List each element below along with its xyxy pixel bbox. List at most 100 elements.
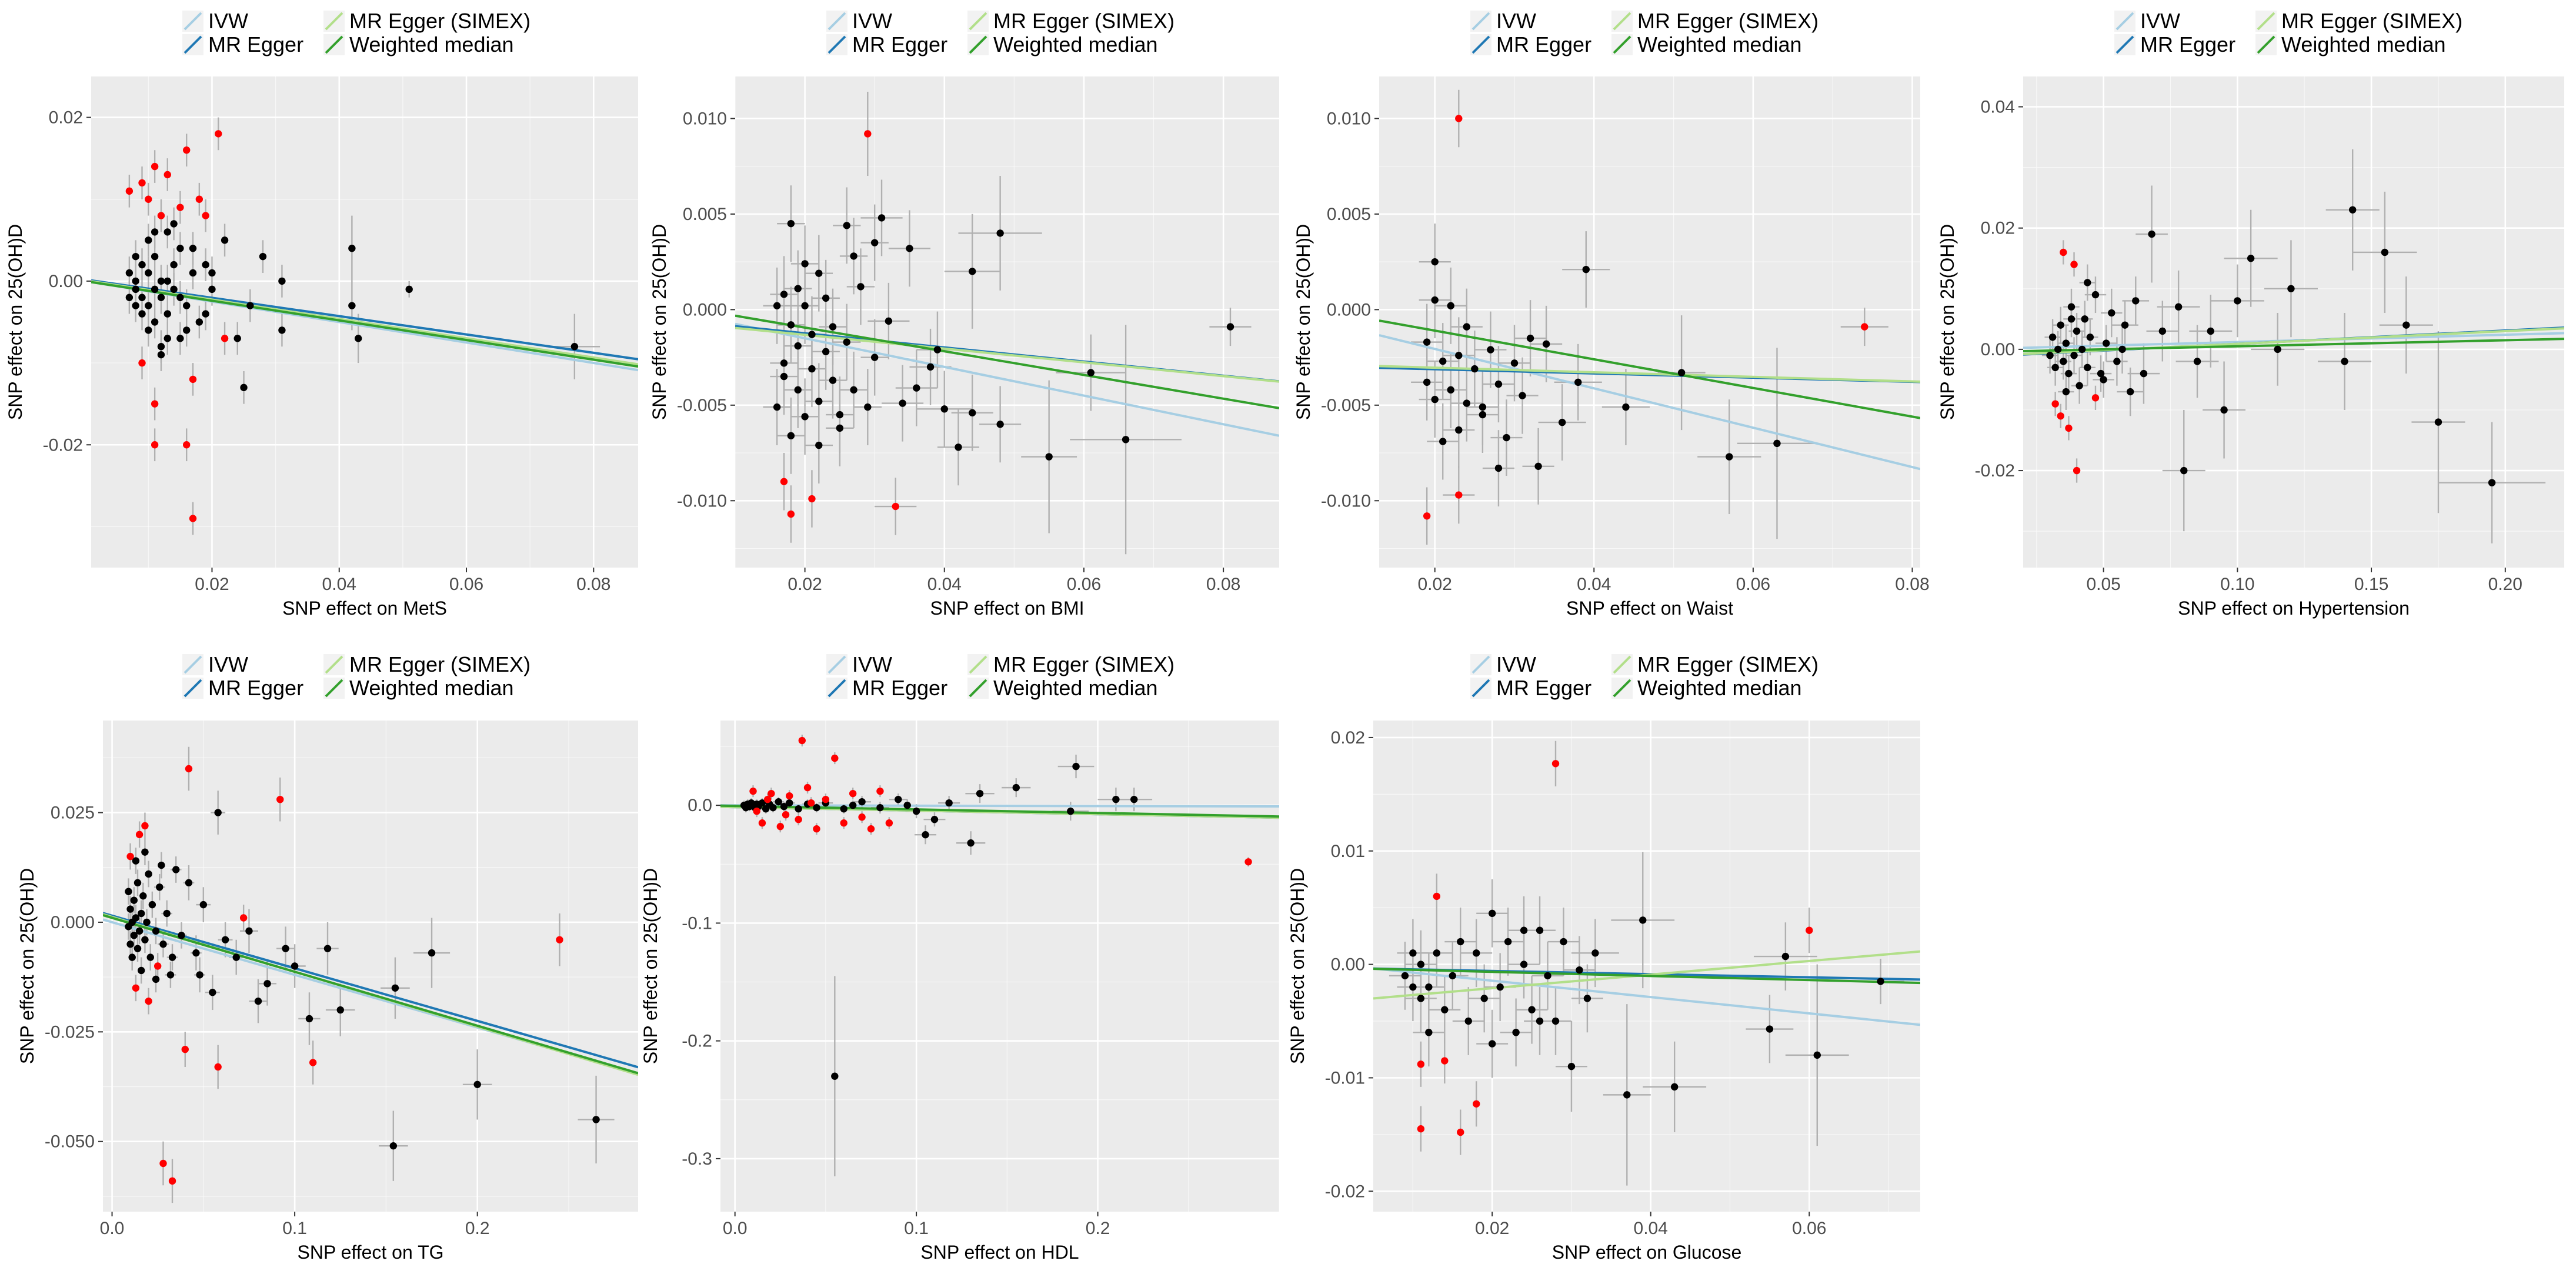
snp-point (125, 923, 132, 931)
snp-point (836, 411, 844, 419)
snp-point (189, 269, 197, 277)
snp-point (143, 918, 151, 926)
y-tick-label: 0.00 (1331, 955, 1365, 975)
x-tick-label: 0.06 (1792, 1219, 1826, 1238)
snp-point (903, 801, 911, 809)
snp-point (1567, 1062, 1576, 1070)
outlier-point (786, 792, 793, 800)
snp-point (592, 1116, 600, 1123)
snp-point (1463, 399, 1471, 407)
outlier-point (125, 187, 134, 195)
x-tick-label: 0.2 (1086, 1219, 1110, 1238)
snp-point (172, 866, 180, 873)
outlier-point (782, 811, 790, 819)
x-tick-label: 0.04 (1634, 1219, 1668, 1238)
snp-point (926, 363, 935, 371)
snp-point (233, 335, 241, 342)
snp-point (132, 277, 139, 285)
snp-point (135, 927, 144, 935)
legend-key-3 (1613, 655, 1631, 674)
snp-point (2403, 321, 2410, 329)
legend-label-2: MR Egger (1496, 32, 1591, 56)
snp-point (787, 219, 795, 228)
snp-point (240, 383, 248, 392)
snp-point (1560, 938, 1567, 946)
snp-point (1431, 296, 1439, 304)
snp-point (138, 909, 145, 918)
snp-point (259, 252, 267, 261)
regression-line-1 (1373, 967, 1920, 1026)
outlier-point (145, 997, 152, 1005)
regression-line-4 (735, 314, 1279, 409)
snp-point (1534, 462, 1542, 471)
snp-point (157, 294, 165, 301)
outlier-point (202, 212, 209, 219)
snp-point (1072, 762, 1080, 771)
snp-point (1409, 949, 1417, 957)
y-tick-label: 0.010 (1327, 109, 1371, 128)
legend-key-3 (969, 655, 987, 674)
snp-point (209, 989, 216, 996)
snp-point (815, 269, 823, 277)
snp-point (132, 252, 139, 261)
snp-point (2113, 358, 2121, 365)
snp-point (1494, 464, 1503, 472)
snp-point (1447, 302, 1454, 310)
y-tick-label: -0.1 (682, 913, 712, 933)
outlier-point (195, 195, 203, 203)
y-tick-label: 0.02 (1331, 728, 1365, 748)
snp-point (1576, 966, 1583, 974)
snp-point (132, 285, 139, 294)
snp-point (780, 291, 788, 298)
legend-key-3 (1613, 12, 1631, 31)
outlier-point (892, 502, 899, 511)
outlier-point (864, 130, 872, 138)
snp-point (2097, 369, 2105, 378)
snp-point (145, 302, 152, 309)
plot-content (91, 117, 638, 535)
outlier-point (776, 823, 784, 831)
snp-point (2174, 303, 2183, 311)
outlier-point (1455, 491, 1463, 499)
snp-point (2488, 479, 2496, 486)
snp-point (857, 283, 865, 291)
outlier-point (138, 179, 146, 187)
snp-point (151, 318, 159, 326)
snp-point (1122, 436, 1130, 443)
legend-key-2 (2115, 35, 2134, 54)
plot-content (1379, 89, 1920, 545)
snp-point (2060, 358, 2067, 365)
panels: 0.02 0.04 0.06 0.08 -0.02 0.00 0.02 SNP effect … (5, 9, 2564, 1263)
snp-point (762, 805, 770, 813)
y-tick-label: 0.02 (1981, 219, 2015, 238)
chart-panel-7: 0.02 0.04 0.06 -0.02 -0.01 0.00 0.01 0.02 SNP ef… (1287, 652, 1920, 1263)
regression-line-4 (1373, 968, 1920, 985)
legend-label-3: MR Egger (SIMEX) (1637, 652, 1818, 676)
snp-point (831, 1072, 839, 1080)
chart-panel-6: 0.0 0.1 0.2 -0.3 -0.2 -0.1 0.0 SNP effect on HD… (640, 652, 1280, 1263)
regression-line-2 (103, 912, 638, 1069)
legend-label-2: MR Egger (208, 676, 303, 700)
snp-point (254, 997, 262, 1005)
legend-key-3 (325, 12, 343, 31)
y-tick-label: 0.0 (688, 796, 712, 815)
snp-point (1431, 258, 1439, 266)
legend-label-2: MR Egger (208, 32, 303, 56)
snp-point (2118, 345, 2126, 353)
snp-point (2073, 327, 2081, 335)
snp-point (2067, 303, 2076, 311)
snp-point (2108, 309, 2115, 317)
snp-point (1583, 995, 1591, 1002)
snp-point (815, 398, 823, 405)
snp-point (1877, 978, 1884, 985)
regression-line-1 (735, 322, 1279, 437)
y-axis-title: SNP effect on 25(OH)D (16, 868, 38, 1064)
snp-point (214, 809, 222, 816)
snp-point (2084, 363, 2091, 372)
snp-point (391, 984, 399, 992)
legend-label-1: IVW (1496, 652, 1536, 676)
y-axis-title: SNP effect on 25(OH)D (1937, 224, 1958, 420)
outlier-point (138, 359, 146, 367)
